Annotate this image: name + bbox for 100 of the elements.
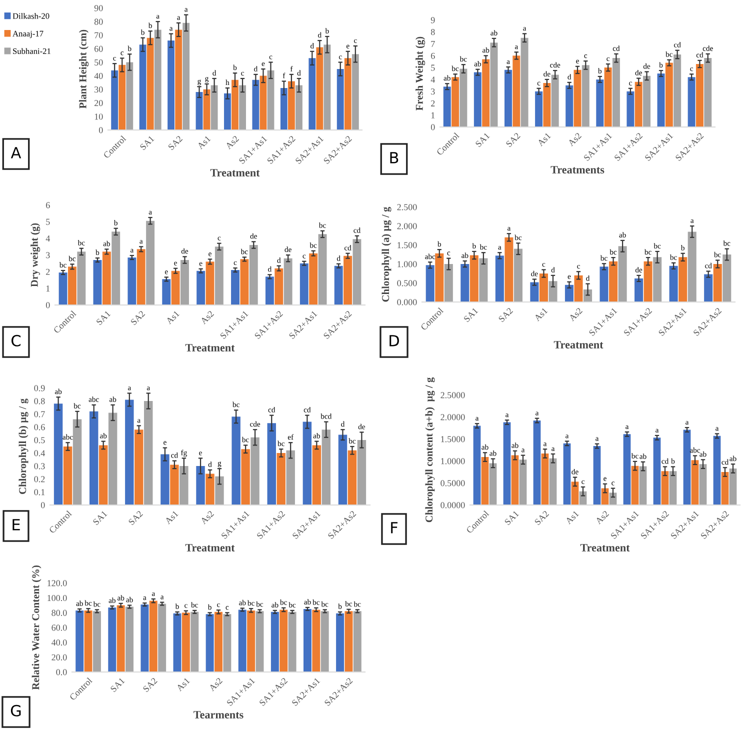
bar — [206, 262, 214, 305]
y-tick-label: 2.5000 — [440, 392, 465, 398]
y-tick-label: 1.0000 — [441, 458, 465, 464]
y-tick-label: 2.0000 — [440, 414, 465, 420]
bar — [665, 62, 673, 127]
bar — [704, 274, 713, 302]
bar — [549, 458, 557, 505]
bar — [158, 604, 166, 672]
bar — [232, 416, 240, 505]
y-tick-label: 60 — [94, 46, 103, 52]
bar — [241, 449, 250, 505]
bar — [267, 423, 276, 505]
bar — [512, 56, 520, 127]
y-tick-label: 0.500 — [397, 280, 417, 286]
bar — [318, 234, 327, 305]
bar — [112, 232, 120, 305]
bar — [574, 275, 583, 302]
y-tick-label: 0.5000 — [440, 480, 465, 486]
y-tick-label: 2.500 — [397, 204, 417, 210]
bar — [661, 471, 669, 505]
bar — [503, 422, 511, 505]
bar — [322, 430, 331, 505]
bar — [489, 463, 497, 505]
bar — [348, 450, 357, 505]
bar — [93, 260, 102, 305]
bar — [473, 426, 481, 505]
bar — [276, 453, 286, 505]
x-tick-label: As2 — [200, 510, 214, 525]
x-tick-label: SA2 — [506, 132, 521, 148]
bar — [312, 445, 322, 505]
text: F — [391, 522, 398, 534]
bar — [98, 445, 108, 505]
bar — [482, 59, 490, 127]
bar — [474, 72, 482, 127]
bar — [643, 76, 651, 127]
bar — [203, 89, 210, 130]
bar — [171, 270, 180, 305]
bar — [674, 54, 682, 127]
bar — [111, 70, 118, 130]
bar — [175, 30, 182, 130]
x-tick-label: SA1 — [504, 510, 520, 526]
bar — [280, 88, 288, 130]
x-tick-label: As2 — [224, 135, 240, 150]
y-tick-label: 80 — [94, 18, 103, 25]
bar — [136, 249, 146, 305]
y-tick-label: 1.500 — [398, 242, 417, 248]
bar — [149, 600, 158, 672]
bar — [490, 42, 498, 127]
bar — [134, 430, 144, 505]
bar — [541, 454, 549, 505]
x-tick-label: SA2 — [128, 510, 144, 526]
y-tick-label: 60.0 — [52, 624, 67, 631]
bar — [170, 464, 179, 505]
bar — [352, 54, 359, 130]
bar — [316, 47, 324, 130]
y-tick-label: 0.0000 — [440, 502, 465, 508]
bar — [566, 85, 574, 127]
y-tick-label: 0.1 — [34, 489, 45, 496]
bar — [443, 86, 451, 127]
y-tick-label: 0 — [40, 502, 45, 508]
bar — [267, 70, 274, 130]
bar — [125, 400, 134, 505]
bar — [653, 438, 661, 505]
bar — [180, 260, 189, 305]
bar — [336, 69, 344, 130]
y-tick-label: 0.9 — [34, 385, 45, 392]
bar — [514, 248, 522, 302]
x-axis-title: Treatment — [554, 341, 604, 348]
bar — [353, 611, 362, 672]
bar — [89, 411, 98, 505]
bar — [296, 85, 302, 130]
x-tick-label: As1 — [196, 135, 211, 150]
x-axis-title: Tearments — [194, 711, 244, 718]
bar — [426, 265, 434, 302]
bar — [609, 261, 618, 302]
bar — [539, 274, 548, 302]
text: A — [10, 147, 22, 158]
bar — [63, 446, 72, 505]
legend-label: Dilkash-20 — [12, 13, 50, 19]
bar — [77, 252, 86, 305]
bar — [657, 74, 665, 127]
bar — [631, 466, 639, 505]
bar — [303, 608, 312, 672]
bar — [256, 611, 264, 672]
y-tick-label: 0 — [98, 127, 103, 134]
bar — [722, 254, 732, 302]
y-tick-label: 7 — [431, 41, 435, 47]
y-axis-title: Chlorophyll (b) μg / g — [18, 398, 28, 494]
x-tick-label: SA2 — [534, 510, 550, 526]
bar — [72, 419, 82, 505]
bar — [173, 613, 182, 672]
bar — [308, 58, 316, 130]
y-tick-label: 20 — [94, 100, 103, 106]
bar — [520, 38, 528, 127]
bar — [571, 482, 579, 505]
bar — [600, 266, 608, 302]
bar — [669, 266, 678, 302]
bar — [146, 38, 154, 130]
y-tick-label: 2.000 — [397, 223, 417, 230]
x-tick-label: SA2 — [142, 677, 158, 692]
